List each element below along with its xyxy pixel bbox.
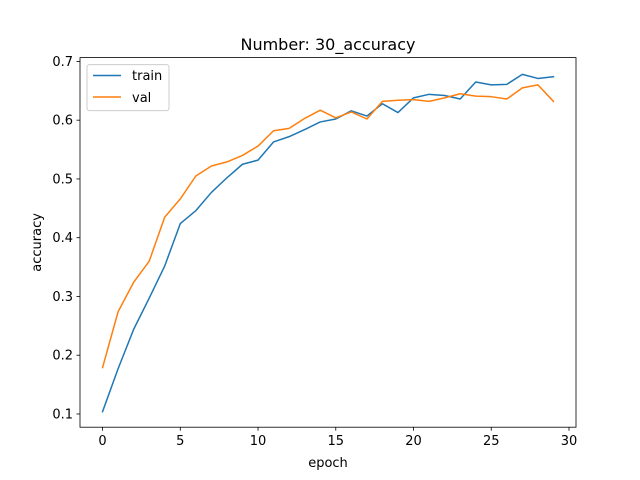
x-tick-label: 20 [405,434,422,449]
chart-title: Number: 30_accuracy [240,35,415,55]
legend-label-val: val [132,91,151,106]
y-axis-label: accuracy [30,213,45,272]
series-layer [101,73,555,413]
x-axis-label: epoch [308,456,348,471]
x-tick-label: 30 [561,434,578,449]
series-line-val [101,84,555,369]
x-axis-ticks: 0 5 10 15 20 25 30 [98,427,577,449]
x-tick-label: 5 [176,434,184,449]
y-axis-ticks: 0.1 0.2 0.3 0.4 0.5 0.6 0.7 [52,55,80,422]
plot-area-frame [79,57,577,428]
x-tick-label: 25 [483,434,500,449]
legend: train val [86,64,170,112]
legend-label-train: train [132,69,162,84]
y-tick-label: 0.3 [52,290,73,305]
x-tick-label: 10 [250,434,267,449]
y-tick-label: 0.5 [52,172,73,187]
y-tick-label: 0.6 [52,114,73,129]
series-line-train [101,73,555,413]
y-tick-label: 0.4 [52,231,73,246]
x-tick-label: 15 [328,434,345,449]
y-tick-label: 0.7 [52,55,73,70]
y-tick-label: 0.2 [52,349,73,364]
x-tick-label: 0 [98,434,106,449]
y-tick-label: 0.1 [52,407,73,422]
